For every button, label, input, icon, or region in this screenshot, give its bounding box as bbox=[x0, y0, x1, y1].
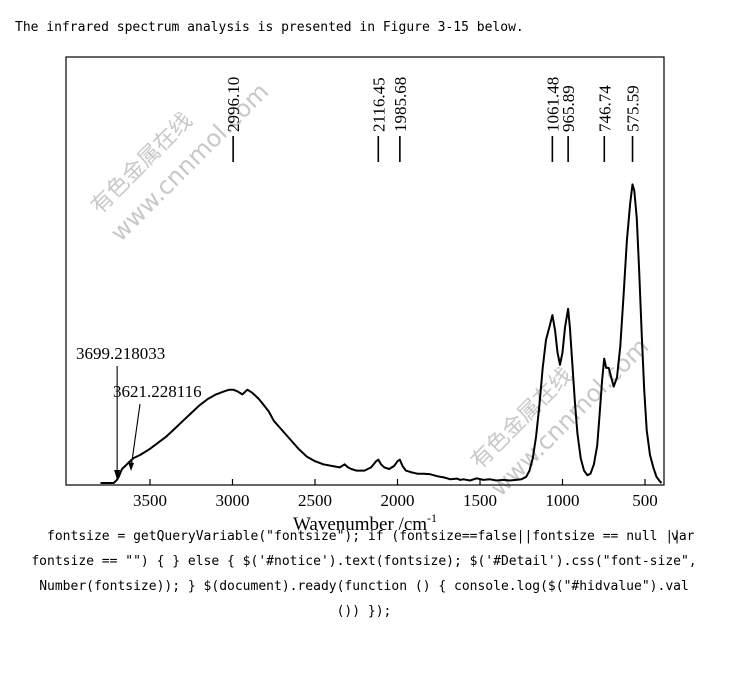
peak-value: 2116.45 bbox=[369, 77, 388, 132]
peak-label: 575.59 bbox=[624, 85, 643, 162]
peak-label: 965.89 bbox=[559, 85, 578, 162]
annotation-label: 3621.228116 bbox=[113, 382, 202, 401]
arrow-head bbox=[127, 462, 134, 471]
peak-label: 746.74 bbox=[595, 85, 614, 162]
x-tick-label: 1500 bbox=[463, 491, 497, 510]
peak-value: 746.74 bbox=[595, 85, 614, 132]
x-tick-label: 2500 bbox=[298, 491, 332, 510]
intro-text: The infrared spectrum analysis is presen… bbox=[15, 20, 524, 35]
code-line-1: fontsize = getQueryVariable("fontsize");… bbox=[47, 529, 681, 544]
x-axis-label-superscript: -1 bbox=[427, 511, 437, 525]
code-line-4: ()) }); bbox=[336, 604, 392, 619]
x-tick-label: 2000 bbox=[381, 491, 415, 510]
peak-label: 2996.10 bbox=[224, 77, 243, 162]
annotation-label: 3699.218033 bbox=[76, 344, 165, 363]
peak-label: 1061.48 bbox=[543, 77, 562, 162]
x-axis-ticks: 3500 3000 2500 2000 1500 1000 500 bbox=[133, 479, 658, 510]
x-tick-label: 3000 bbox=[216, 491, 250, 510]
annotation-3699: 3699.218033 bbox=[76, 344, 165, 480]
spectrum-line bbox=[100, 183, 663, 484]
peak-value: 1061.48 bbox=[543, 77, 562, 132]
code-var-keyword: var bbox=[671, 529, 695, 544]
arrow-head bbox=[114, 470, 121, 480]
code-snippet: var fontsize = getQueryVariable("fontsiz… bbox=[14, 524, 714, 624]
peak-value: 2996.10 bbox=[224, 77, 243, 132]
annotation-3621: 3621.228116 bbox=[113, 382, 202, 471]
code-line-2: fontsize == "") { } else { $('#notice').… bbox=[31, 554, 697, 569]
x-tick-label: 3500 bbox=[133, 491, 167, 510]
x-axis-label-text: Wavenumber /cm bbox=[293, 514, 427, 535]
peak-label: 1985.68 bbox=[391, 77, 410, 162]
peak-value: 575.59 bbox=[624, 85, 643, 132]
peak-value: 1985.68 bbox=[391, 77, 410, 132]
plot-frame bbox=[65, 56, 665, 486]
peak-label: 2116.45 bbox=[369, 77, 388, 162]
x-tick-label: 1000 bbox=[546, 491, 580, 510]
x-axis-label: Wavenumber /cm-1 bbox=[293, 511, 437, 535]
x-tick-label: 500 bbox=[632, 491, 658, 510]
peak-value: 965.89 bbox=[559, 85, 578, 132]
code-line-3: Number(fontsize)); } $(document).ready(f… bbox=[39, 579, 689, 594]
annotation-arrow bbox=[130, 403, 141, 469]
annotations: 3699.218033 3621.228116 bbox=[76, 344, 202, 480]
